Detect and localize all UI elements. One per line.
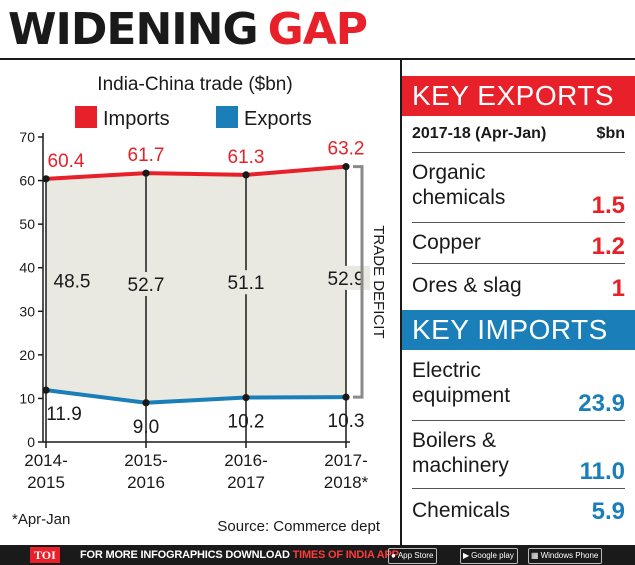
export-value: 1.5 [591,192,625,219]
deficit-label-bg [222,270,270,295]
imports-value-label: 61.3 [228,147,265,168]
exports-value-label: 10.3 [328,411,365,432]
exports-point [242,393,250,402]
y-tick-label: 60 [19,173,35,189]
windows-phone-badge[interactable]: ▦ Windows Phone [528,548,603,564]
apple-icon: ● [391,551,396,560]
footnote: *Apr-Jan [12,511,70,528]
exports-point [142,399,150,407]
export-value: 1.2 [591,233,625,260]
deficit-value-label: 52.7 [128,275,165,296]
google-play-badge[interactable]: ▶ Google play [460,548,518,564]
source-note: Source: Commerce dept [217,518,380,535]
app-store-label: App Store [397,551,434,560]
unit-label: $bn [596,125,625,142]
title-rule [0,58,635,60]
export-row: Organic chemicals 1.5 [412,160,625,223]
footer-text-red: TIMES OF INDIA APP [292,549,399,561]
legend-exports-label: Exports [244,108,312,130]
chart-plot-area: 0 10 20 30 40 50 60 70 2014- 2015 2015- 2016 2016- 20… [19,129,387,492]
export-label: Organic chemicals [412,161,506,209]
key-imports-heading: KEY IMPORTS [402,310,635,350]
key-exports-subhead: 2017-18 (Apr-Jan) $bn [412,125,625,143]
import-value: 11.0 [579,458,625,485]
windows-icon: ▦ [531,551,539,560]
title-word-gap: GAP [267,4,368,55]
import-value: 23.9 [578,390,625,417]
imports-point [142,169,150,177]
legend-exports-swatch [216,106,238,128]
x-tick-label: 2016 [127,473,165,492]
exports-value-label: 9.0 [133,417,159,438]
x-tick-label: 2015- [124,451,167,470]
import-value: 5.9 [591,498,625,525]
import-label: Electric equipment [412,359,511,407]
x-tick-label: 2014- [24,451,67,470]
imports-value-label: 61.7 [128,145,165,166]
y-tick-label: 30 [19,303,35,319]
chart-title: India-China trade ($bn) [97,74,292,95]
y-tick-label: 20 [19,347,35,363]
deficit-area [46,166,346,403]
exports-line [45,388,347,405]
footer-bar: TOI FOR MORE INFOGRAPHICS DOWNLOAD TIMES… [0,545,635,565]
footer-text: FOR MORE INFOGRAPHICS DOWNLOAD TIMES OF … [80,545,399,565]
subhead-rule [412,152,625,153]
imports-line [45,164,347,181]
trade-deficit-bracket [353,165,364,399]
imports-point [242,171,250,179]
legend-imports-label: Imports [103,108,170,130]
deficit-value-label: 52.9 [328,269,365,290]
app-store-badge[interactable]: ● App Store [388,548,438,564]
google-play-label: Google play [471,551,514,560]
import-label: Chemicals [412,499,511,522]
export-value: 1 [611,275,625,302]
legend-imports-swatch [75,106,97,128]
import-row: Chemicals 5.9 [412,498,625,528]
deficit-value-label: 48.5 [54,271,91,292]
import-row: Electric equipment 23.9 [412,358,625,421]
y-tick-label: 70 [19,129,35,145]
imports-value-label: 63.2 [328,139,365,160]
deficit-value-label: 51.1 [228,273,265,294]
trade-deficit-label: TRADE DEFICIT [370,225,387,338]
export-label: Ores & slag [412,274,522,297]
line-chart: India-China trade ($bn) Imports Exports … [12,74,387,535]
x-tick-label: 2017- [324,451,367,470]
x-tick-label: 2018* [324,473,369,492]
y-tick-label: 0 [27,434,35,450]
exports-point [42,386,50,394]
deficit-label-bg [48,268,96,293]
exports-point [342,393,350,401]
period-label: 2017-18 (Apr-Jan) [412,125,547,142]
title-word-widening: WIDENING [8,4,259,55]
play-icon: ▶ [463,551,470,560]
toi-logo: TOI [30,547,60,563]
deficit-label-bg [122,271,170,296]
export-row: Ores & slag 1 [412,273,625,305]
y-tick-label: 50 [19,216,35,232]
page-title: WIDENING GAP [8,4,368,56]
key-exports-heading: KEY EXPORTS [402,76,635,116]
windows-phone-label: Windows Phone [540,551,599,560]
x-tick-label: 2017 [227,473,265,492]
footer-text-white: FOR MORE INFOGRAPHICS DOWNLOAD [80,549,293,561]
imports-point [342,163,350,171]
divider-vertical [400,60,402,545]
exports-value-label: 10.2 [228,412,265,433]
export-label: Copper [412,231,481,254]
exports-value-label: 11.9 [46,404,82,425]
import-label: Boilers & machinery [412,429,509,477]
imports-point [42,175,50,183]
y-tick-label: 10 [19,390,35,406]
imports-value-label: 60.4 [48,151,85,172]
x-tick-label: 2015 [27,473,65,492]
y-tick-label: 40 [19,260,35,276]
export-row: Copper 1.2 [412,230,625,264]
import-row: Boilers & machinery 11.0 [412,428,625,489]
x-tick-label: 2016- [224,451,267,470]
